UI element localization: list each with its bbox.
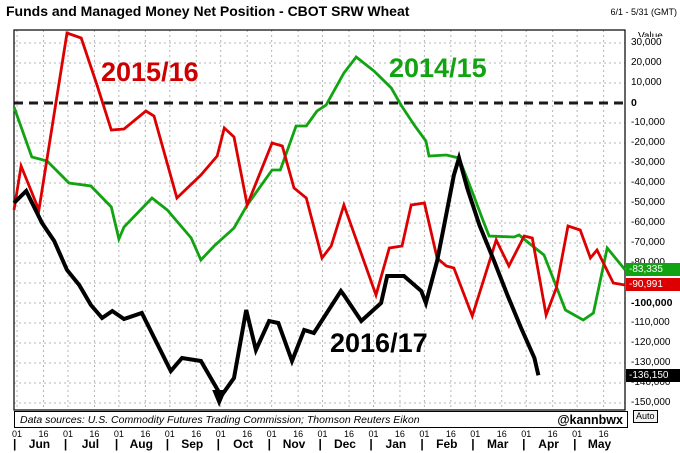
month-separator: |	[114, 437, 119, 451]
x-axis-tick-label: 01	[12, 429, 23, 439]
date-range-label: 6/1 - 5/31 (GMT)	[610, 7, 677, 17]
x-axis-tick-label: 01	[368, 429, 379, 439]
x-axis-month-label: Aug	[129, 437, 153, 451]
x-axis-tick-label: 16	[344, 429, 355, 439]
current-value-box-2016-17: -136,150	[626, 368, 680, 382]
x-axis-tick-label: 16	[598, 429, 609, 439]
month-separator: |	[471, 437, 475, 451]
x-axis-month-label: Sep	[181, 437, 204, 451]
y-axis-title: Value	[638, 31, 663, 42]
x-axis-tick-label: 01	[521, 429, 532, 439]
y-axis-tick-label: -100,000	[631, 297, 675, 309]
x-axis-tick-label: 16	[242, 429, 253, 439]
series-line-2016-17	[12, 150, 541, 400]
month-separator: |	[267, 437, 271, 451]
data-sources-label: Data sources: U.S. Commodity Futures Tra…	[20, 414, 420, 426]
x-axis-month-label: Dec	[333, 437, 356, 451]
x-axis-tick-label: 01	[572, 429, 583, 439]
x-axis-month-label: Feb	[436, 437, 458, 451]
month-separator: |	[13, 437, 17, 451]
x-axis-month-label: Jan	[385, 437, 407, 451]
month-separator: |	[369, 437, 373, 451]
low-marker-triangle-icon	[212, 390, 227, 407]
y-axis-tick-label: -80,000	[631, 257, 667, 268]
footer-box: Data sources: U.S. Commodity Futures Tra…	[14, 411, 628, 428]
month-separator: |	[216, 437, 221, 451]
plot-border	[13, 29, 626, 411]
x-axis-month-label: May	[587, 437, 612, 451]
x-axis-tick-label: 16	[293, 429, 304, 439]
x-axis-tick-label: 01	[419, 429, 430, 439]
y-axis-tick-label: 0	[631, 97, 639, 109]
y-axis-tick-label: -110,000	[631, 317, 672, 328]
y-axis-tick-label: -130,000	[631, 357, 673, 368]
x-axis-month-label: Jun	[28, 437, 51, 451]
x-axis-month-label: Nov	[282, 437, 306, 451]
month-separator: |	[63, 437, 68, 451]
x-axis-tick-label: 01	[113, 429, 124, 439]
y-axis-tick-label: 30,000	[631, 37, 664, 48]
x-axis-tick-label: 16	[89, 429, 100, 439]
x-axis-tick-label: 16	[140, 429, 151, 439]
x-axis-tick-label: 16	[496, 429, 507, 439]
month-separator: |	[165, 437, 170, 451]
y-axis-tick-label: 20,000	[631, 57, 664, 68]
x-axis-tick-label: 16	[191, 429, 202, 439]
x-axis-tick-label: 01	[164, 429, 175, 439]
y-axis-tick-label: -60,000	[631, 217, 667, 228]
x-axis-month-label: Jul	[81, 437, 100, 451]
y-axis-tick-label: -20,000	[631, 137, 667, 148]
y-axis-tick-label: 10,000	[631, 77, 664, 88]
month-separator: |	[420, 437, 424, 451]
current-value-box-2014-15: -83,335	[626, 263, 680, 277]
x-axis-month-label: Apr	[538, 437, 559, 451]
x-axis-tick-label: 01	[215, 429, 226, 439]
x-axis-month-label: Mar	[487, 437, 509, 451]
x-axis-month-label: Oct	[233, 437, 254, 451]
chart-title: Funds and Managed Money Net Position - C…	[6, 3, 410, 19]
y-axis-tick-label: -140,000	[631, 377, 673, 388]
x-axis-tick-label: 01	[317, 429, 328, 439]
y-axis-tick-label: -70,000	[631, 237, 667, 248]
x-axis-tick-label: 16	[38, 429, 49, 439]
month-separator: |	[522, 437, 526, 451]
series-label-2014-15: 2014/15	[389, 53, 487, 83]
month-separator: |	[318, 437, 322, 451]
x-axis-tick-label: 01	[470, 429, 481, 439]
x-axis-tick-label: 16	[394, 429, 405, 439]
y-axis-tick-label: -150,000	[631, 397, 673, 408]
x-axis-tick-label: 16	[547, 429, 558, 439]
auto-scale-button[interactable]: Auto	[633, 410, 658, 423]
x-axis-tick-label: 01	[266, 429, 277, 439]
series-label-2015-16: 2015/16	[101, 57, 199, 87]
month-separator: |	[573, 437, 577, 451]
y-axis-tick-label: -120,000	[631, 337, 673, 348]
y-axis-tick-label: -40,000	[631, 177, 667, 188]
series-line-2015-16	[12, 31, 626, 321]
y-axis-tick-label: -50,000	[631, 197, 667, 208]
series-label-2016-17: 2016/17	[330, 328, 428, 358]
series-line-2014-15	[12, 55, 627, 322]
twitter-handle-label: @kannbwx	[557, 413, 623, 427]
y-axis-tick-label: -30,000	[631, 157, 667, 168]
x-axis-tick-label: 16	[445, 429, 456, 439]
y-axis-tick-label: -10,000	[631, 117, 667, 128]
x-axis-tick-label: 01	[62, 429, 73, 439]
current-value-box-2015-16: -90,991	[626, 278, 680, 292]
